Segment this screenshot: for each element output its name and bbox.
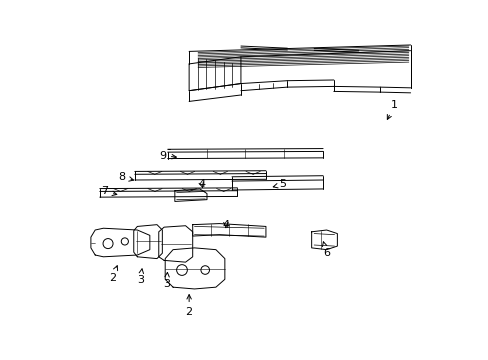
Text: 3: 3 [137,269,143,285]
Text: 2: 2 [108,266,117,283]
Text: 7: 7 [101,186,117,197]
Text: 5: 5 [273,179,286,189]
Text: 9: 9 [159,151,176,161]
Text: 2: 2 [185,294,192,317]
Text: 8: 8 [118,172,133,182]
Text: 4: 4 [198,179,205,189]
Text: 3: 3 [163,273,170,289]
Text: 6: 6 [322,242,329,258]
Text: 4: 4 [222,220,229,230]
Text: 1: 1 [386,100,397,120]
